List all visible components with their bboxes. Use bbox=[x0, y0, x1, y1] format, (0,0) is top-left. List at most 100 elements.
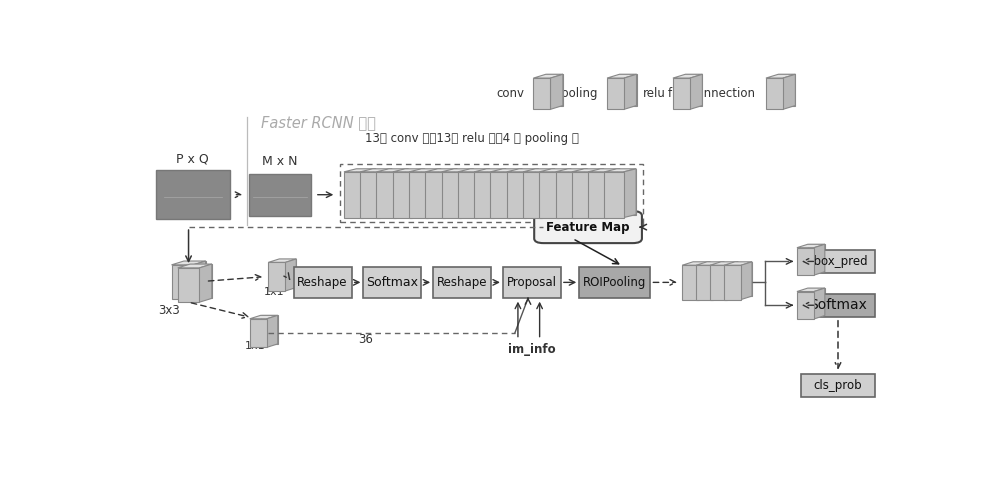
Polygon shape bbox=[591, 169, 604, 218]
Polygon shape bbox=[199, 264, 212, 302]
Polygon shape bbox=[572, 172, 591, 218]
Polygon shape bbox=[172, 265, 193, 299]
Text: Reshape: Reshape bbox=[297, 276, 348, 289]
Text: 3x3: 3x3 bbox=[158, 304, 180, 317]
Polygon shape bbox=[604, 172, 624, 218]
Polygon shape bbox=[267, 315, 278, 347]
Polygon shape bbox=[193, 261, 206, 299]
Polygon shape bbox=[454, 169, 473, 214]
Polygon shape bbox=[344, 169, 376, 172]
Polygon shape bbox=[523, 172, 542, 218]
Polygon shape bbox=[458, 172, 477, 218]
Polygon shape bbox=[494, 169, 506, 218]
Text: ROIPooling: ROIPooling bbox=[583, 276, 646, 289]
Polygon shape bbox=[575, 169, 587, 218]
Polygon shape bbox=[619, 74, 637, 105]
Text: 36: 36 bbox=[358, 333, 373, 346]
Polygon shape bbox=[470, 169, 490, 214]
Polygon shape bbox=[533, 78, 550, 109]
Polygon shape bbox=[458, 169, 490, 172]
Polygon shape bbox=[607, 74, 637, 78]
Polygon shape bbox=[376, 169, 408, 172]
Polygon shape bbox=[268, 259, 296, 262]
Polygon shape bbox=[542, 169, 555, 218]
Polygon shape bbox=[778, 74, 795, 105]
Polygon shape bbox=[285, 259, 296, 291]
Polygon shape bbox=[373, 169, 392, 214]
Polygon shape bbox=[539, 169, 571, 172]
Polygon shape bbox=[584, 169, 604, 214]
Polygon shape bbox=[588, 169, 620, 172]
Polygon shape bbox=[380, 169, 392, 218]
Polygon shape bbox=[710, 262, 738, 265]
Polygon shape bbox=[261, 315, 278, 344]
Polygon shape bbox=[250, 315, 278, 319]
Text: relu: relu bbox=[643, 87, 666, 100]
Polygon shape bbox=[268, 262, 285, 291]
Polygon shape bbox=[425, 169, 457, 172]
Polygon shape bbox=[344, 172, 363, 218]
Polygon shape bbox=[797, 244, 825, 248]
Polygon shape bbox=[552, 169, 571, 214]
Polygon shape bbox=[412, 169, 425, 218]
Polygon shape bbox=[568, 169, 587, 214]
Polygon shape bbox=[405, 169, 425, 214]
Polygon shape bbox=[184, 261, 206, 296]
Polygon shape bbox=[546, 74, 563, 105]
Polygon shape bbox=[503, 169, 522, 214]
FancyBboxPatch shape bbox=[801, 294, 875, 317]
Polygon shape bbox=[477, 169, 490, 218]
Polygon shape bbox=[438, 169, 457, 214]
Polygon shape bbox=[808, 288, 825, 315]
Polygon shape bbox=[797, 292, 814, 319]
Polygon shape bbox=[814, 288, 825, 319]
FancyBboxPatch shape bbox=[579, 267, 650, 297]
Polygon shape bbox=[572, 169, 604, 172]
Polygon shape bbox=[690, 74, 702, 109]
Polygon shape bbox=[699, 262, 710, 299]
FancyBboxPatch shape bbox=[294, 267, 352, 297]
Polygon shape bbox=[559, 169, 571, 218]
Polygon shape bbox=[797, 288, 825, 292]
FancyBboxPatch shape bbox=[156, 170, 230, 219]
Polygon shape bbox=[617, 169, 636, 214]
FancyBboxPatch shape bbox=[534, 211, 642, 243]
Text: 18: 18 bbox=[290, 267, 304, 277]
Polygon shape bbox=[696, 262, 724, 265]
Polygon shape bbox=[523, 169, 555, 172]
Polygon shape bbox=[604, 169, 636, 172]
Polygon shape bbox=[814, 244, 825, 275]
Polygon shape bbox=[724, 262, 752, 265]
FancyBboxPatch shape bbox=[249, 174, 311, 216]
Polygon shape bbox=[360, 169, 392, 172]
Text: Feature Map: Feature Map bbox=[546, 221, 630, 234]
FancyBboxPatch shape bbox=[503, 267, 561, 297]
Text: full connection: full connection bbox=[668, 87, 755, 100]
Text: 1x1: 1x1 bbox=[245, 341, 266, 351]
Polygon shape bbox=[624, 74, 637, 109]
Polygon shape bbox=[693, 262, 710, 296]
Polygon shape bbox=[556, 169, 587, 172]
Polygon shape bbox=[526, 169, 538, 218]
Text: 1x1: 1x1 bbox=[264, 287, 285, 297]
Polygon shape bbox=[808, 244, 825, 272]
Polygon shape bbox=[735, 262, 752, 296]
Polygon shape bbox=[550, 74, 563, 109]
Polygon shape bbox=[600, 169, 620, 214]
Polygon shape bbox=[409, 169, 441, 172]
Polygon shape bbox=[376, 172, 396, 218]
Polygon shape bbox=[356, 169, 376, 214]
FancyBboxPatch shape bbox=[363, 267, 421, 297]
Polygon shape bbox=[766, 78, 783, 109]
Polygon shape bbox=[673, 78, 690, 109]
Polygon shape bbox=[607, 169, 620, 218]
Text: Reshape: Reshape bbox=[437, 276, 487, 289]
Polygon shape bbox=[490, 169, 522, 172]
Text: Faster RCNN 网络: Faster RCNN 网络 bbox=[261, 115, 376, 130]
Polygon shape bbox=[533, 74, 563, 78]
Polygon shape bbox=[442, 172, 461, 218]
Polygon shape bbox=[783, 74, 795, 109]
Polygon shape bbox=[428, 169, 441, 218]
Polygon shape bbox=[389, 169, 408, 214]
Polygon shape bbox=[710, 265, 727, 299]
